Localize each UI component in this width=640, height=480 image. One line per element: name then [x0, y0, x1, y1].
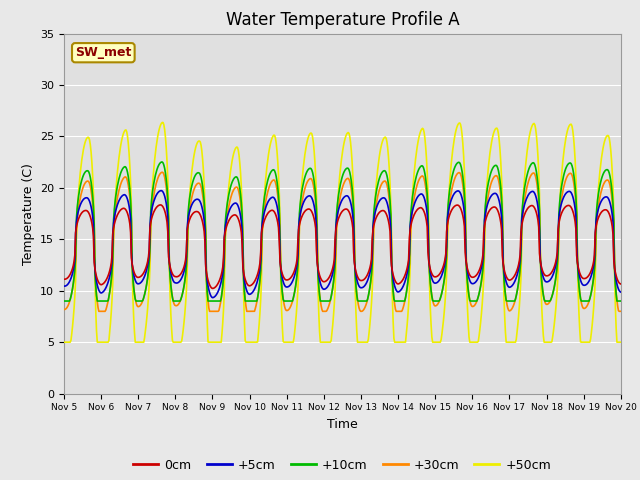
X-axis label: Time: Time — [327, 418, 358, 431]
+5cm — [209, 295, 216, 300]
0cm — [60, 276, 68, 282]
+50cm — [60, 339, 68, 345]
+50cm — [127, 203, 135, 209]
+50cm — [411, 163, 419, 169]
0cm — [127, 255, 135, 261]
0cm — [617, 281, 625, 287]
+30cm — [617, 309, 625, 314]
Title: Water Temperature Profile A: Water Temperature Profile A — [225, 11, 460, 29]
+10cm — [127, 216, 135, 222]
+10cm — [428, 288, 435, 293]
+30cm — [60, 307, 68, 312]
+50cm — [159, 120, 166, 125]
+5cm — [617, 289, 625, 295]
0cm — [185, 220, 193, 226]
0cm — [209, 286, 216, 291]
+5cm — [70, 263, 78, 269]
+5cm — [157, 188, 165, 193]
+50cm — [214, 339, 222, 345]
Y-axis label: Temperature (C): Temperature (C) — [22, 163, 35, 264]
Line: +50cm: +50cm — [64, 122, 621, 342]
+5cm — [428, 276, 436, 281]
+10cm — [157, 159, 165, 165]
+10cm — [185, 203, 193, 209]
+50cm — [428, 322, 435, 327]
+10cm — [70, 274, 78, 280]
+50cm — [617, 339, 625, 345]
Legend: 0cm, +5cm, +10cm, +30cm, +50cm: 0cm, +5cm, +10cm, +30cm, +50cm — [129, 454, 556, 477]
+5cm — [215, 287, 223, 292]
+10cm — [60, 298, 68, 304]
+10cm — [214, 298, 222, 304]
+50cm — [70, 305, 78, 311]
0cm — [428, 271, 436, 276]
Line: +5cm: +5cm — [64, 191, 621, 298]
+30cm — [128, 260, 136, 265]
0cm — [70, 259, 78, 264]
Text: SW_met: SW_met — [75, 46, 131, 59]
+5cm — [412, 198, 419, 204]
+30cm — [186, 208, 193, 214]
0cm — [412, 209, 419, 215]
+5cm — [60, 283, 68, 289]
Line: +10cm: +10cm — [64, 162, 621, 301]
+30cm — [412, 188, 419, 193]
+30cm — [215, 308, 223, 313]
+5cm — [185, 213, 193, 218]
+30cm — [159, 169, 166, 175]
+50cm — [185, 208, 193, 214]
+10cm — [411, 180, 419, 186]
+10cm — [617, 298, 625, 304]
+30cm — [95, 309, 102, 314]
0cm — [157, 202, 164, 208]
Line: 0cm: 0cm — [64, 205, 621, 288]
Line: +30cm: +30cm — [64, 172, 621, 312]
+5cm — [127, 249, 135, 255]
0cm — [215, 279, 223, 285]
+30cm — [70, 276, 78, 282]
+30cm — [428, 293, 436, 299]
